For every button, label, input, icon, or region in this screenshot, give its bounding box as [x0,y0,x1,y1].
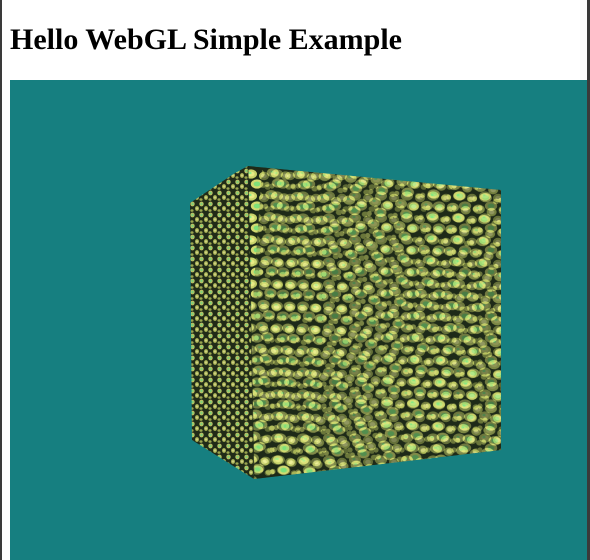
window-frame-right [587,0,590,560]
cube-front-face [248,166,501,479]
cube-left-face [190,166,254,479]
cube-scene [190,165,501,480]
page-title: Hello WebGL Simple Example [10,23,402,56]
webgl-canvas[interactable] [10,80,587,560]
window-frame-left [0,0,2,560]
